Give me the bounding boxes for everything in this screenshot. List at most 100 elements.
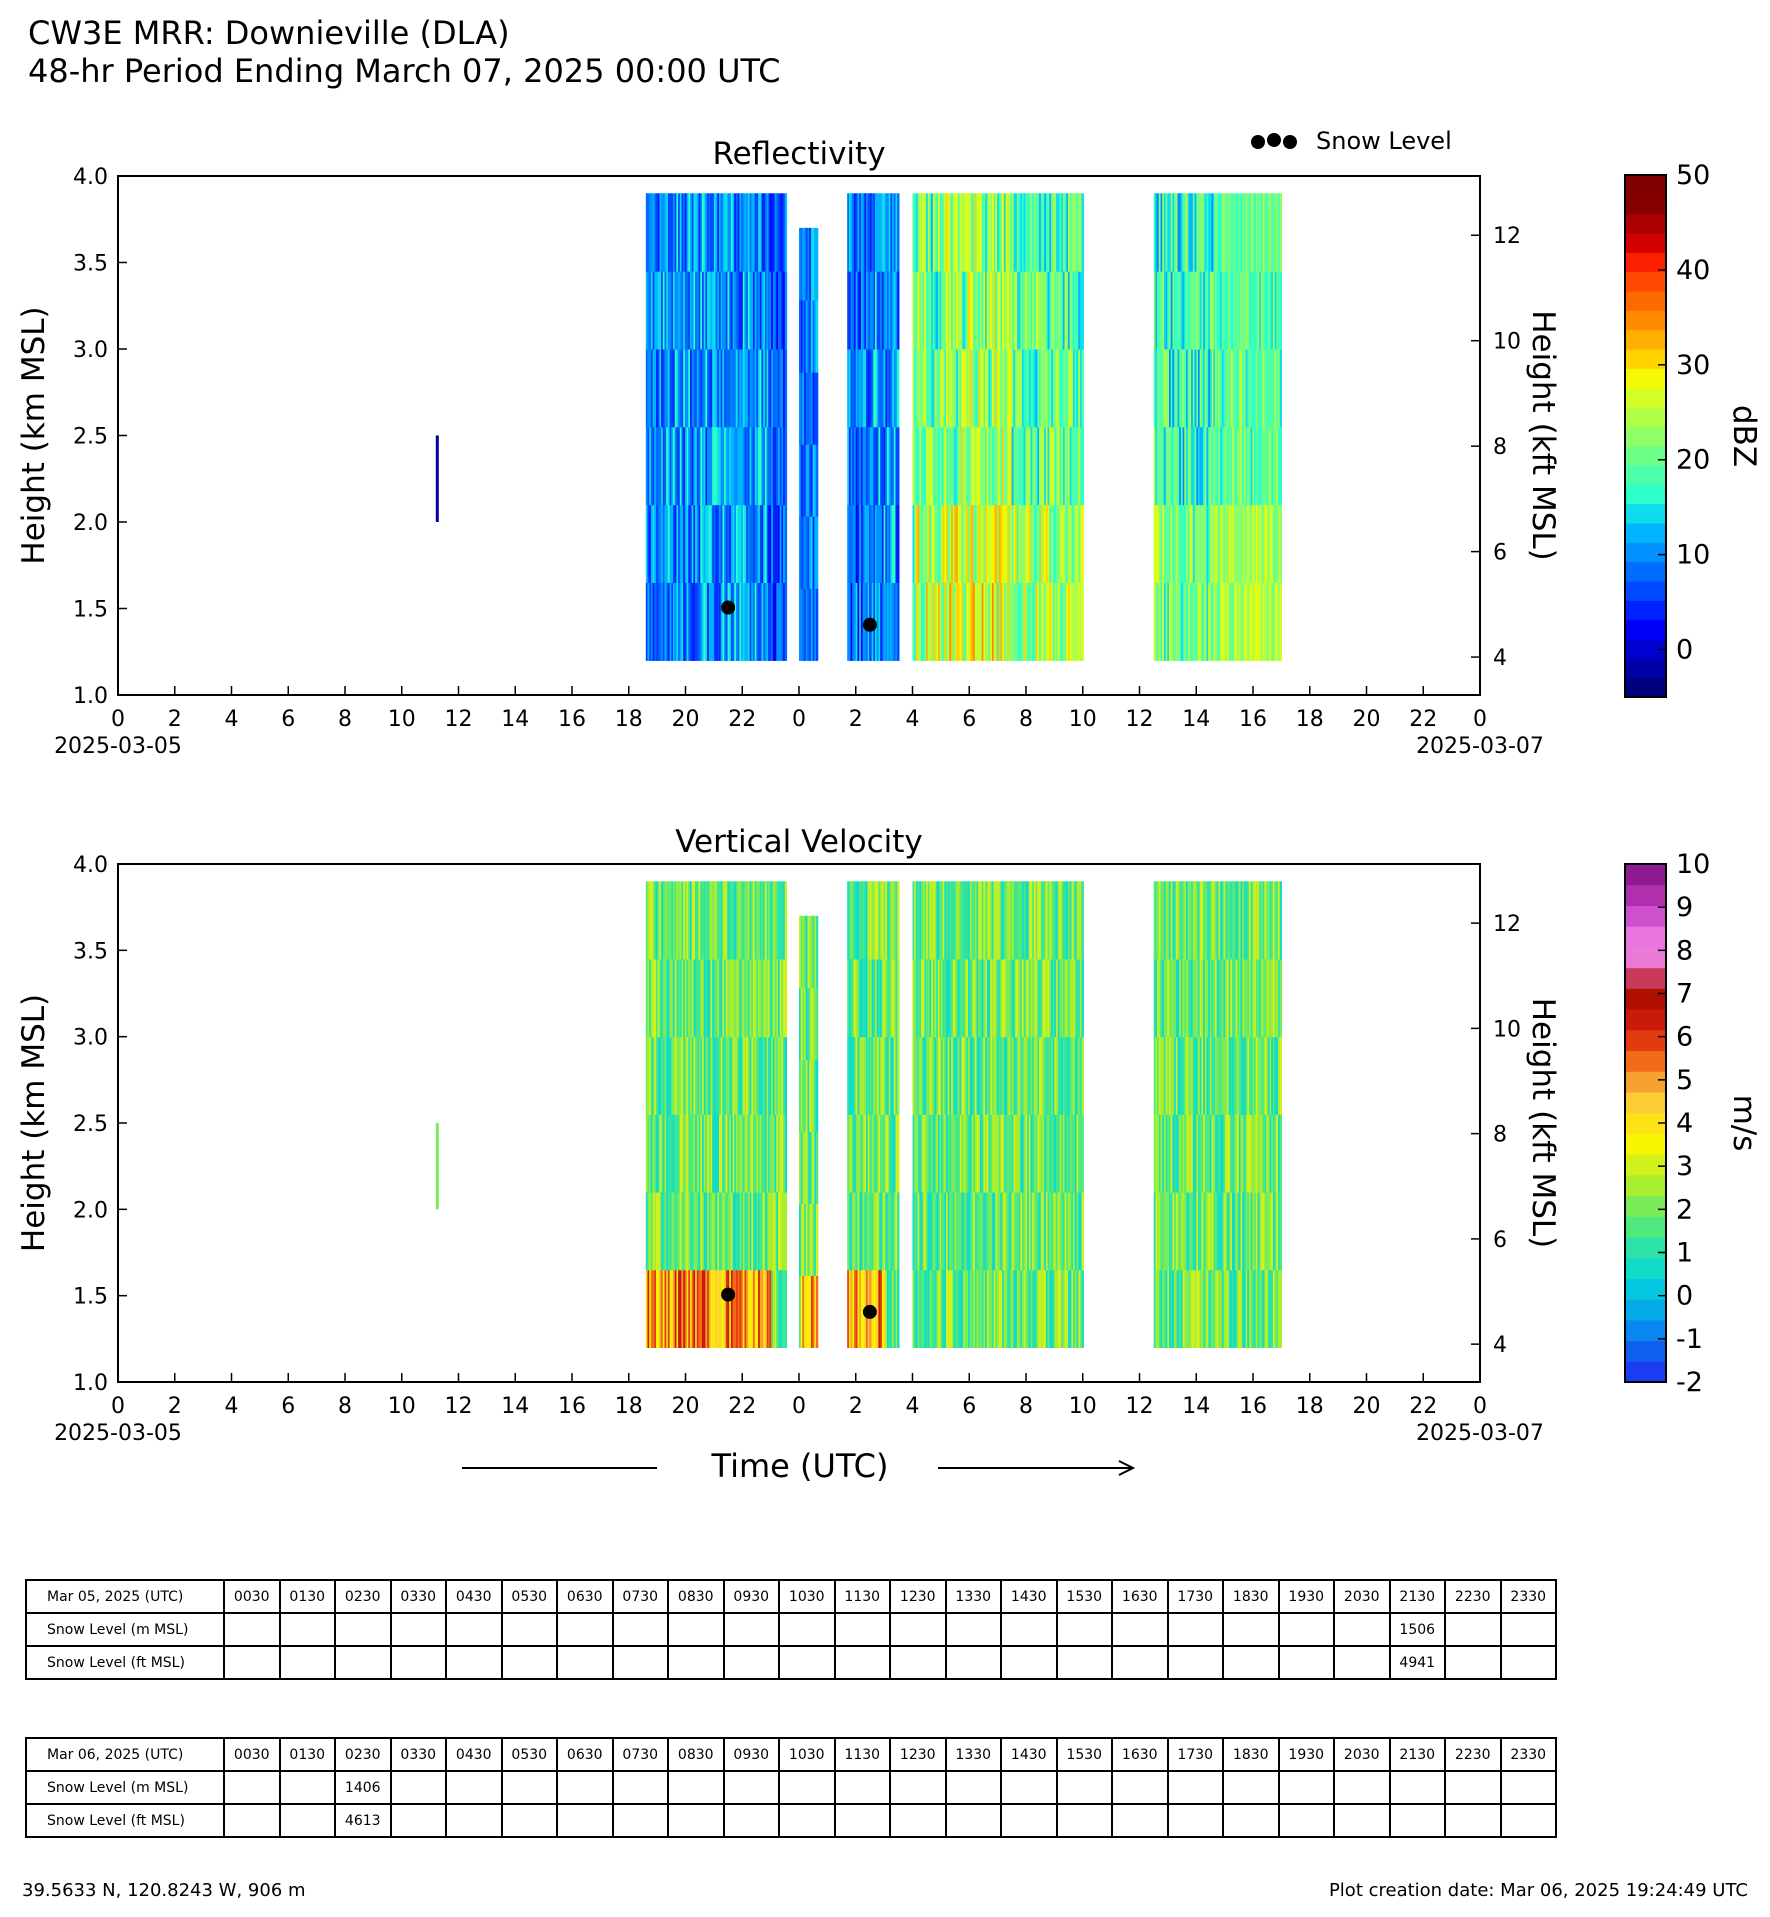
heatmap-cell <box>1155 193 1158 272</box>
heatmap-cell <box>959 504 962 583</box>
heatmap-cell <box>1074 582 1078 661</box>
heatmap-cell <box>747 1036 751 1115</box>
heatmap-cell <box>1158 1192 1162 1271</box>
heatmap-cell <box>742 959 746 1038</box>
heatmap-cell <box>875 1114 878 1193</box>
heatmap-cell <box>938 881 941 960</box>
heatmap-cell <box>753 193 756 272</box>
heatmap-cell <box>968 1269 971 1348</box>
heatmap-cell <box>732 1192 735 1271</box>
heatmap-cell <box>883 426 886 506</box>
heatmap-cell <box>942 271 945 350</box>
heatmap-cell <box>684 1036 688 1115</box>
heatmap-cell <box>940 271 944 350</box>
heatmap-cell <box>1051 1269 1054 1348</box>
heatmap-cell <box>875 959 878 1038</box>
date-label-start: 2025-03-05 <box>54 734 182 759</box>
heatmap-cell <box>1221 1269 1225 1348</box>
heatmap-cell <box>688 1192 691 1271</box>
heatmap-cell <box>725 349 729 428</box>
heatmap-cell <box>734 1114 737 1193</box>
heatmap-cell <box>924 193 927 272</box>
heatmap-cell <box>1073 271 1076 350</box>
heatmap-cell <box>862 271 865 350</box>
heatmap-cell <box>702 193 705 272</box>
heatmap-cell <box>938 1192 941 1271</box>
heatmap-cell <box>997 959 1000 1038</box>
heatmap-cell <box>1078 349 1081 428</box>
heatmap-cell <box>921 426 924 506</box>
heatmap-cell <box>1079 426 1083 506</box>
heatmap-cell <box>1235 1269 1238 1348</box>
heatmap-cell <box>976 959 979 1038</box>
heatmap-cell <box>1204 959 1208 1038</box>
table-cell: 1506 <box>1388 1612 1446 1647</box>
heatmap-cell <box>807 915 810 989</box>
heatmap-cell <box>1221 1114 1225 1193</box>
heatmap-cell <box>1213 271 1216 350</box>
heatmap-cell <box>1196 1114 1199 1193</box>
heatmap-cell <box>1201 349 1204 428</box>
heatmap-cell <box>1218 582 1221 661</box>
colorbar-tick-label: 30 <box>1676 350 1710 381</box>
table-cell <box>334 1645 392 1680</box>
heatmap-cell <box>1250 504 1253 583</box>
heatmap-cell <box>1042 1269 1045 1348</box>
heatmap-cell <box>1235 349 1238 428</box>
heatmap-cell <box>1180 959 1184 1038</box>
heatmap-cell <box>985 582 988 661</box>
heatmap-cell <box>949 881 952 960</box>
table-cell <box>556 1612 614 1647</box>
heatmap-cell <box>1223 349 1226 428</box>
heatmap-cell <box>1187 271 1190 350</box>
heatmap-cell <box>1191 959 1194 1038</box>
heatmap-cell <box>974 1114 978 1193</box>
heatmap-cell <box>968 349 971 428</box>
heatmap-cell <box>693 193 696 272</box>
heatmap-cell <box>969 349 973 428</box>
heatmap-cell <box>857 1114 860 1193</box>
heatmap-cell <box>767 959 771 1038</box>
heatmap-cell <box>652 1114 655 1193</box>
heatmap-cell <box>805 915 809 989</box>
heatmap-cell <box>1023 1036 1026 1115</box>
heatmap-cell <box>810 444 814 517</box>
heatmap-cell <box>1267 582 1271 661</box>
heatmap-cell <box>666 1114 669 1193</box>
heatmap-cell <box>732 271 735 350</box>
heatmap-cell <box>707 881 710 960</box>
heatmap-cell <box>1163 349 1167 428</box>
heatmap-cell <box>1211 504 1214 583</box>
heatmap-cell <box>1015 1269 1018 1348</box>
heatmap-cell <box>678 349 681 428</box>
heatmap-cell <box>727 271 730 350</box>
heatmap-cell <box>1252 1269 1255 1348</box>
heatmap-cell <box>1023 426 1026 506</box>
heatmap-cell <box>749 1192 752 1271</box>
heatmap-cell <box>978 1269 981 1348</box>
heatmap-cell <box>1232 582 1235 661</box>
heatmap-cell <box>869 1036 873 1115</box>
heatmap-cell <box>1230 271 1233 350</box>
heatmap-cell <box>1172 1036 1175 1115</box>
heatmap-cell <box>1278 959 1281 1038</box>
heatmap-cell <box>741 1269 744 1348</box>
heatmap-cell <box>1213 426 1216 506</box>
heatmap-cell <box>771 1036 774 1115</box>
heatmap-cell <box>703 1114 706 1193</box>
heatmap-cell <box>1269 426 1272 506</box>
heatmap-cell <box>1266 271 1269 350</box>
heatmap-cell <box>730 504 734 583</box>
heatmap-cell <box>1074 504 1078 583</box>
heatmap-cell <box>1011 1036 1015 1115</box>
heatmap-cell <box>778 1269 781 1348</box>
heatmap-cell <box>1062 1036 1066 1115</box>
heatmap-cell <box>1030 582 1033 661</box>
x-tick-label: 4 <box>906 1394 920 1419</box>
heatmap-cell <box>1047 1036 1050 1115</box>
heatmap-cell <box>1226 1114 1230 1193</box>
heatmap-cell <box>957 881 961 960</box>
heatmap-cell <box>776 193 779 272</box>
heatmap-cell <box>691 881 694 960</box>
heatmap-cell <box>1028 271 1032 350</box>
